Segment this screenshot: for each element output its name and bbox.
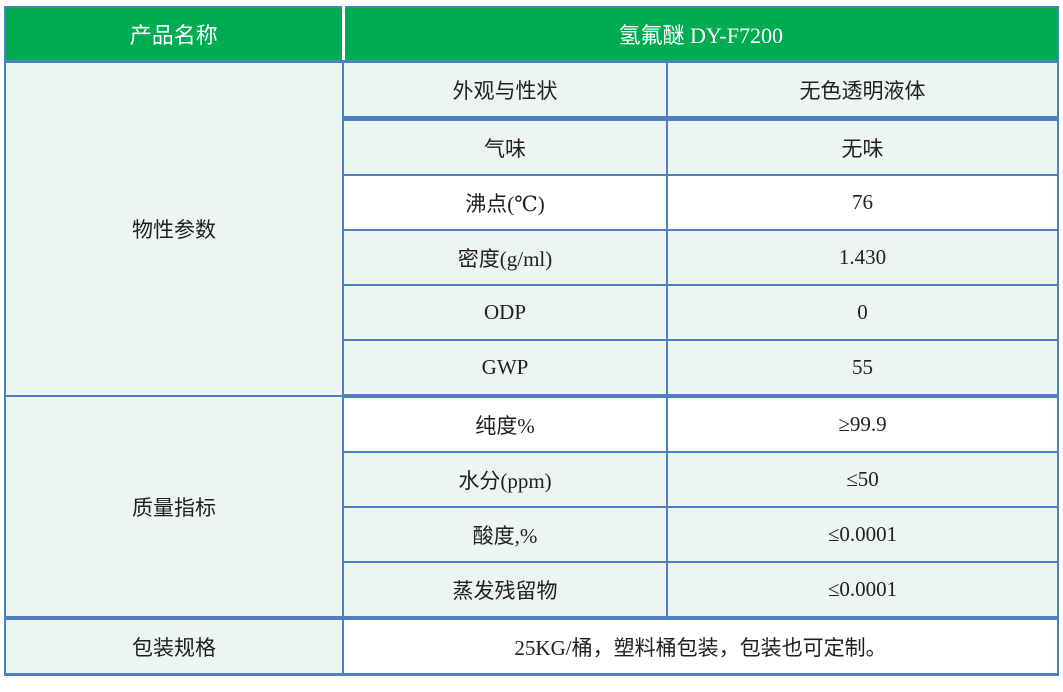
table-header-row: 产品名称 氢氟醚 DY-F7200	[4, 6, 1059, 63]
product-spec-table: 产品名称 氢氟醚 DY-F7200 物性参数 外观与性状 无色透明液体 气味 无…	[4, 6, 1059, 676]
param-label-cell: ODP	[342, 284, 668, 341]
section-cell-quality-index: 质量指标	[4, 395, 344, 620]
param-label-cell: 酸度,%	[342, 506, 668, 563]
param-value-cell: ≤50	[666, 451, 1059, 508]
product-name-header-cell: 产品名称	[4, 6, 345, 63]
param-value-cell: ≤0.0001	[666, 506, 1059, 563]
param-label-cell: GWP	[342, 339, 668, 398]
param-value-cell: 无色透明液体	[666, 60, 1059, 121]
table-row: 蒸发残留物 ≤0.0001	[5, 561, 1059, 620]
section-cell-physical-params: 物性参数	[4, 60, 344, 397]
table-row: ODP 0	[5, 284, 1059, 341]
table-row: 包装规格 25KG/桶，塑料桶包装，包装也可定制。	[4, 617, 1059, 676]
param-label-cell: 气味	[342, 117, 668, 176]
param-label-cell: 密度(g/ml)	[342, 229, 668, 286]
param-label-cell: 蒸发残留物	[342, 561, 668, 620]
param-value-cell: 55	[666, 339, 1059, 398]
packaging-value-cell: 25KG/桶，塑料桶包装，包装也可定制。	[342, 617, 1059, 676]
table-row: 质量指标 纯度% ≥99.9	[4, 395, 1059, 620]
param-label-cell: 沸点(℃)	[342, 174, 668, 231]
product-value-header-cell: 氢氟醚 DY-F7200	[342, 6, 1059, 63]
param-value-cell: 0	[666, 284, 1059, 341]
table-row: 密度(g/ml) 1.430	[5, 229, 1059, 286]
param-value-cell: ≤0.0001	[666, 561, 1059, 620]
param-value-cell: 76	[666, 174, 1059, 231]
table-row: 酸度,% ≤0.0001	[5, 506, 1059, 563]
param-label-cell: 外观与性状	[342, 60, 668, 121]
table-row: 水分(ppm) ≤50	[5, 451, 1059, 508]
table-row: 气味 无味	[5, 117, 1059, 176]
table-row: GWP 55	[5, 339, 1059, 398]
param-label-cell: 纯度%	[342, 395, 668, 453]
packaging-label-cell: 包装规格	[4, 617, 344, 676]
table-row: 沸点(℃) 76	[5, 174, 1059, 231]
param-value-cell: 无味	[666, 117, 1059, 176]
param-value-cell: ≥99.9	[666, 395, 1059, 453]
table-row: 物性参数 外观与性状 无色透明液体	[4, 60, 1059, 397]
param-value-cell: 1.430	[666, 229, 1059, 286]
param-label-cell: 水分(ppm)	[342, 451, 668, 508]
page: 产品名称 氢氟醚 DY-F7200 物性参数 外观与性状 无色透明液体 气味 无…	[4, 6, 1059, 676]
